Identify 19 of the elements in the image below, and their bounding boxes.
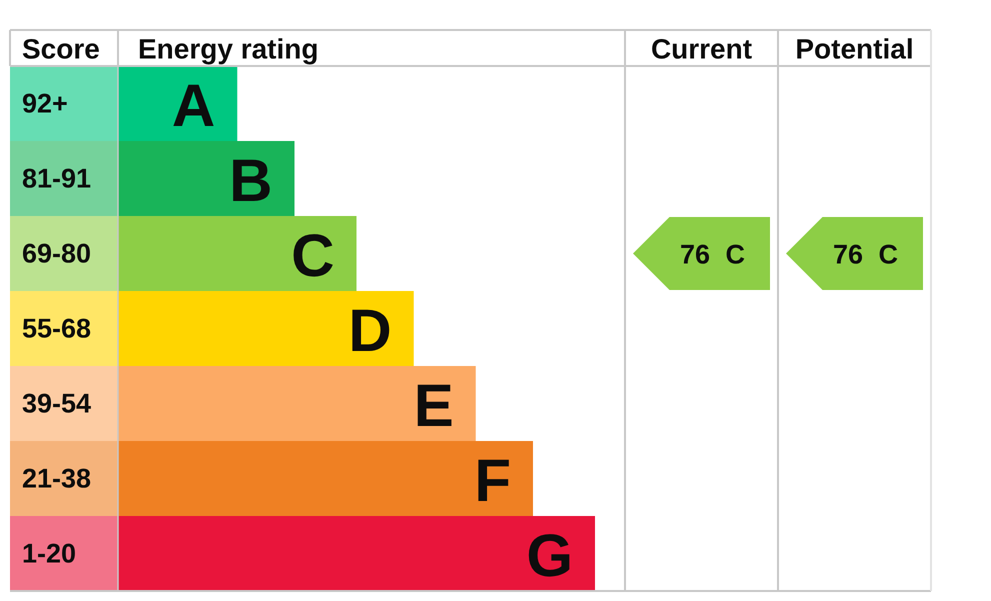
y-tick-label: 81-91 xyxy=(22,164,92,194)
y-tick-label: 21-38 xyxy=(22,464,92,494)
annotation: B xyxy=(229,147,272,214)
annotation: C xyxy=(291,222,334,289)
annotation: D xyxy=(348,297,392,364)
annotation: A xyxy=(172,72,216,139)
text: 76 C xyxy=(832,240,898,270)
y-tick-label: 1-20 xyxy=(22,538,76,568)
y-tick-label: 39-54 xyxy=(22,388,92,418)
text: 76 C xyxy=(680,240,746,270)
y-tick-label: 55-68 xyxy=(22,314,92,344)
text: Potential xyxy=(795,34,914,64)
y-tick-label: 69-80 xyxy=(22,238,92,268)
x-axis-title: Energy rating xyxy=(138,34,318,64)
text: Current xyxy=(650,34,752,64)
annotation: G xyxy=(526,522,573,589)
annotation: F xyxy=(474,447,511,514)
annotation: E xyxy=(414,372,454,439)
y-axis-title: Score xyxy=(22,34,100,64)
